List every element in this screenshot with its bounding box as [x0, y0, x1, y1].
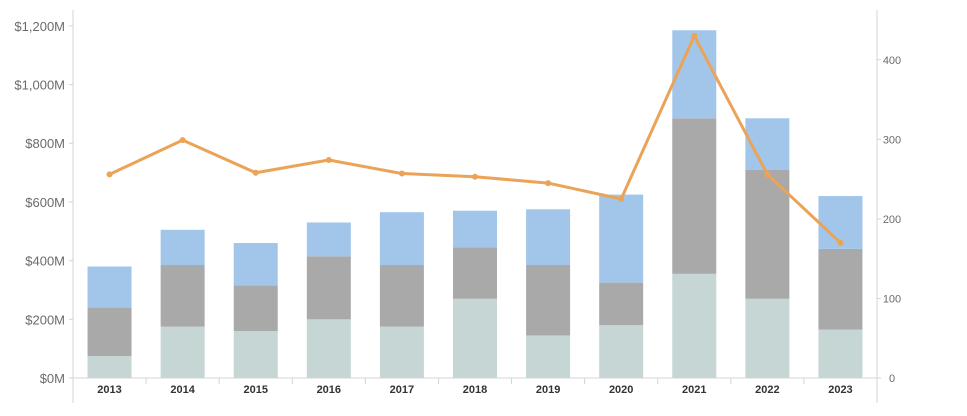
bar-top-2013[interactable] [87, 266, 132, 308]
right-tick-label: 100 [883, 293, 901, 305]
left-tick-label: $1,200M [14, 19, 65, 34]
bar-top-2020[interactable] [599, 194, 644, 283]
bar-bottom-2019[interactable] [526, 335, 571, 378]
bar-middle-2018[interactable] [453, 247, 497, 299]
line-point-2015[interactable] [252, 169, 259, 176]
bar-middle-2020[interactable] [599, 282, 644, 326]
bar-bottom-2021[interactable] [672, 273, 717, 378]
left-tick-label: $0M [40, 371, 65, 386]
bar-top-2017[interactable] [379, 212, 424, 266]
x-tick-label-2019: 2019 [536, 384, 560, 396]
line-point-2020[interactable] [618, 196, 625, 202]
left-tick-label: $800M [25, 136, 65, 151]
bar-middle-2017[interactable] [379, 265, 424, 327]
right-tick-label: 200 [883, 214, 901, 226]
line-point-2019[interactable] [545, 180, 552, 187]
bar-middle-2014[interactable] [160, 265, 205, 327]
x-tick-label-2013: 2013 [97, 384, 121, 396]
right-tick-label: 0 [889, 373, 895, 385]
x-tick-label-2022: 2022 [755, 384, 779, 396]
bar-top-2016[interactable] [306, 222, 351, 257]
line-point-2016[interactable] [325, 157, 332, 164]
bar-middle-2021[interactable] [672, 118, 717, 274]
x-tick-label-2023: 2023 [828, 384, 852, 396]
x-tick-label-2016: 2016 [317, 384, 341, 396]
bar-top-2021[interactable] [672, 30, 717, 119]
x-tick-label-2018: 2018 [463, 384, 487, 396]
right-tick-label: 400 [883, 55, 901, 67]
x-tick-label-2020: 2020 [609, 384, 633, 396]
left-tick-label: $600M [25, 195, 65, 210]
line-point-2022[interactable] [764, 171, 771, 178]
bar-top-2018[interactable] [453, 210, 497, 248]
line-point-2021[interactable] [691, 32, 698, 39]
line-point-2017[interactable] [398, 170, 405, 177]
x-tick-label-2015: 2015 [243, 384, 267, 396]
ticks-layer: 2013 2014 2015 2016 2017 2018 2019 2020 2021 2022… [14, 19, 901, 396]
bar-bottom-2018[interactable] [453, 298, 497, 378]
bar-bottom-2020[interactable] [599, 325, 644, 378]
bar-bottom-2015[interactable] [233, 331, 278, 378]
right-tick-label: 300 [883, 134, 901, 146]
line-point-2018[interactable] [472, 173, 478, 180]
bars-layer [87, 30, 863, 378]
line-point-2013[interactable] [106, 171, 113, 178]
bar-middle-2019[interactable] [526, 265, 571, 336]
left-tick-label: $200M [25, 312, 65, 327]
bar-middle-2016[interactable] [306, 256, 351, 320]
bar-top-2019[interactable] [526, 209, 571, 266]
x-tick-label-2021: 2021 [682, 384, 706, 396]
bar-middle-2015[interactable] [233, 285, 278, 332]
line-point-2014[interactable] [179, 137, 186, 144]
bar-middle-2023[interactable] [818, 248, 863, 330]
bar-bottom-2014[interactable] [160, 326, 205, 378]
line-point-2023[interactable] [837, 239, 844, 246]
x-tick-label-2017: 2017 [390, 384, 414, 396]
bar-middle-2022[interactable] [745, 169, 790, 299]
axes-layer [69, 10, 881, 403]
bar-top-2014[interactable] [160, 229, 205, 266]
bar-bottom-2022[interactable] [745, 298, 790, 378]
bar-bottom-2023[interactable] [818, 329, 863, 378]
bar-bottom-2016[interactable] [306, 319, 351, 378]
line-layer [106, 32, 844, 246]
bar-top-2015[interactable] [233, 243, 278, 286]
bar-middle-2013[interactable] [87, 307, 132, 356]
bar-bottom-2017[interactable] [379, 326, 424, 378]
left-tick-label: $400M [25, 254, 65, 269]
bar-bottom-2013[interactable] [87, 355, 132, 378]
x-tick-label-2014: 2014 [170, 384, 195, 396]
left-tick-label: $1,000M [14, 78, 65, 93]
